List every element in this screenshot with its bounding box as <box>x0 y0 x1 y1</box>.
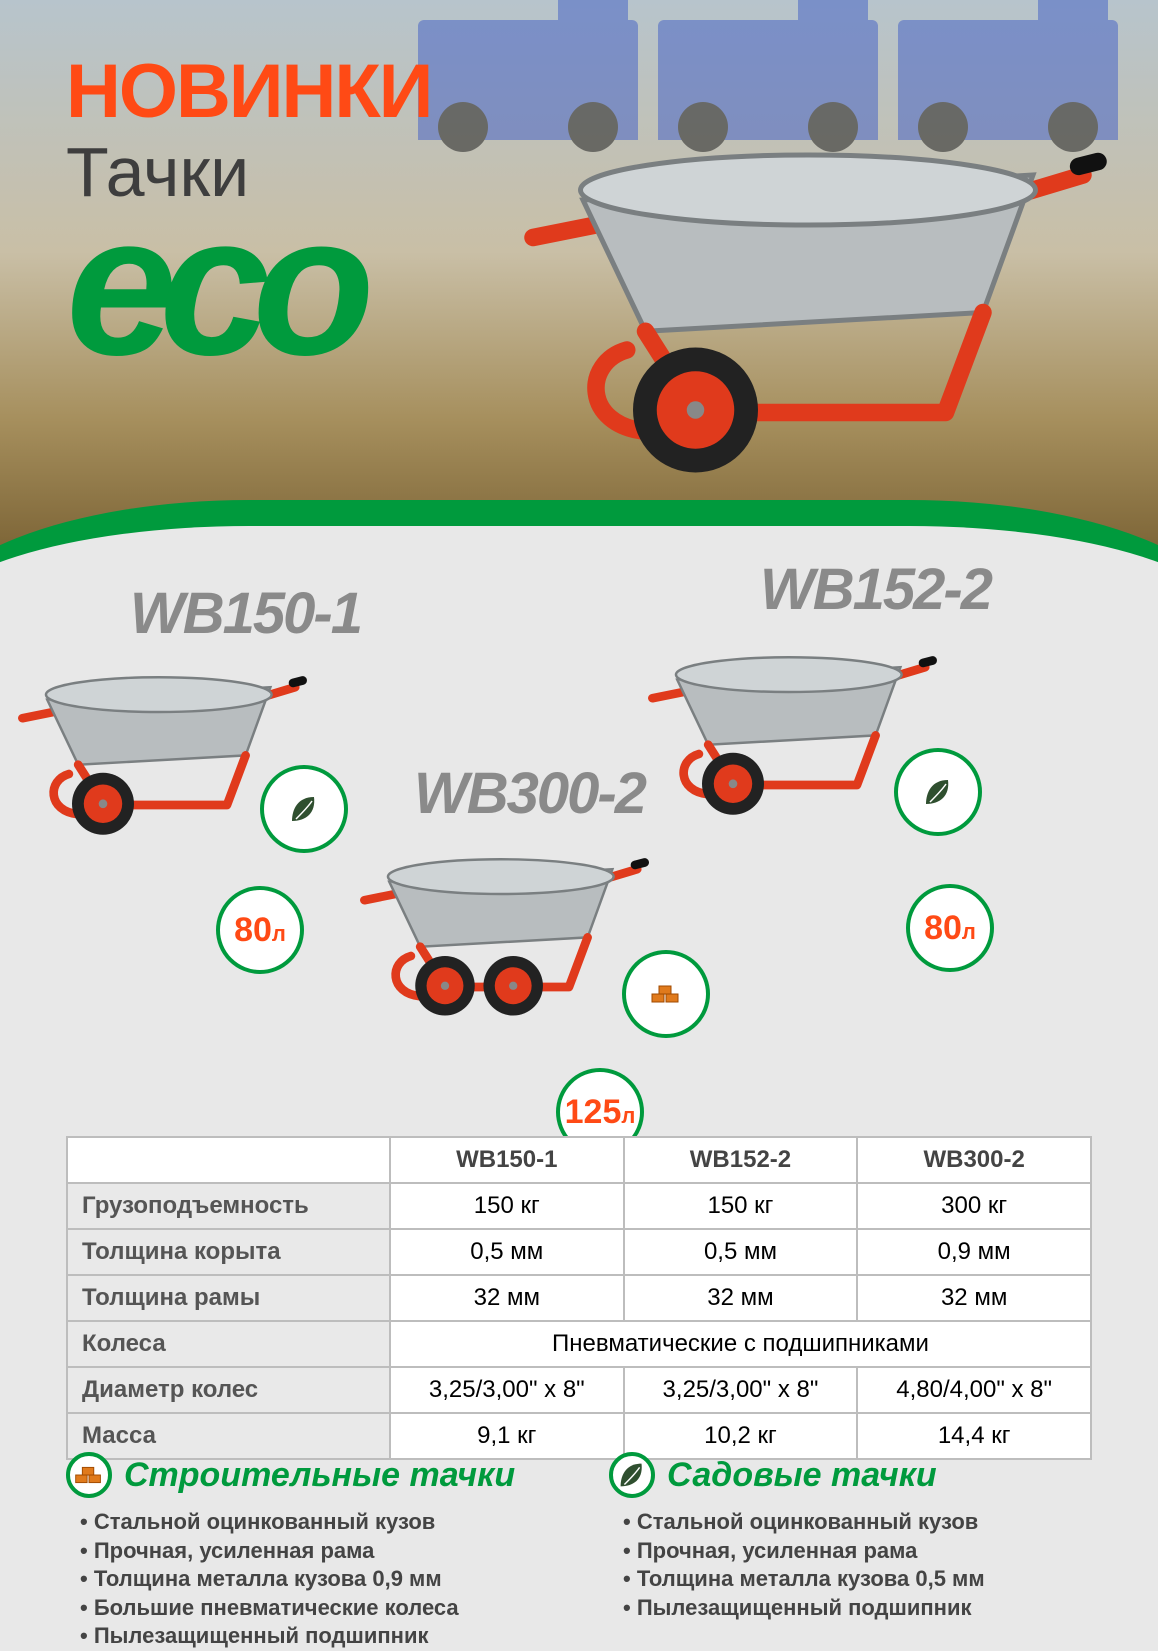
volume-value: 125 <box>565 1093 622 1131</box>
row-cell: 3,25/3,00" x 8" <box>390 1367 624 1413</box>
leaf-icon <box>894 748 982 836</box>
row-cell: 32 мм <box>390 1275 624 1321</box>
table-header: WB152-2 <box>624 1137 858 1183</box>
table-header <box>67 1137 390 1183</box>
row-cell: 300 кг <box>857 1183 1091 1229</box>
headline: НОВИНКИ Тачки eco <box>66 58 431 366</box>
volume-value: 80 <box>234 911 272 949</box>
row-label: Грузоподъемность <box>67 1183 390 1229</box>
feature-bullet: Толщина металла кузова 0,9 мм <box>80 1565 549 1594</box>
feature-title: Садовые тачки <box>667 1456 937 1495</box>
feature-bullet: Большие пневматические колеса <box>80 1594 549 1623</box>
row-cell: 150 кг <box>624 1183 858 1229</box>
feature-bullet: Стальной оцинкованный кузов <box>80 1508 549 1537</box>
feature-bullet: Пылезащищенный подшипник <box>80 1622 549 1651</box>
feature-blocks: Строительные тачки Стальной оцинкованный… <box>66 1452 1092 1651</box>
row-cell: 0,5 мм <box>390 1229 624 1275</box>
row-cell: 0,9 мм <box>857 1229 1091 1275</box>
feature-bullet: Стальной оцинкованный кузов <box>623 1508 1092 1537</box>
table-header: WB300-2 <box>857 1137 1091 1183</box>
feature-column: Садовые тачки Стальной оцинкованный кузо… <box>609 1452 1092 1651</box>
table-row: Толщина рамы32 мм32 мм32 мм <box>67 1275 1091 1321</box>
bricks-icon <box>622 950 710 1038</box>
row-cell: 3,25/3,00" x 8" <box>624 1367 858 1413</box>
row-cell: 4,80/4,00" x 8" <box>857 1367 1091 1413</box>
feature-bullet: Пылезащищенный подшипник <box>623 1594 1092 1623</box>
feature-column: Строительные тачки Стальной оцинкованный… <box>66 1452 549 1651</box>
hero-wheelbarrow <box>508 100 1128 480</box>
product-image <box>640 630 938 816</box>
volume-unit: л <box>962 919 976 944</box>
table-header: WB150-1 <box>390 1137 624 1183</box>
row-cell: 0,5 мм <box>624 1229 858 1275</box>
volume-badge: 80л <box>216 886 304 974</box>
table-row: Толщина корыта0,5 мм0,5 мм0,9 мм <box>67 1229 1091 1275</box>
product-grid: WB150-1 80лWB152-2 <box>0 550 1158 1170</box>
feature-title: Строительные тачки <box>124 1456 515 1495</box>
row-cell: 32 мм <box>857 1275 1091 1321</box>
table-row: Грузоподъемность150 кг150 кг300 кг <box>67 1183 1091 1229</box>
row-label: Толщина рамы <box>67 1275 390 1321</box>
feature-bullet: Толщина металла кузова 0,5 мм <box>623 1565 1092 1594</box>
leaf-icon <box>260 765 348 853</box>
row-label: Колеса <box>67 1321 390 1367</box>
model-label: WB300-2 <box>414 760 645 827</box>
feature-bullet: Прочная, усиленная рама <box>80 1537 549 1566</box>
bricks-icon <box>66 1452 112 1498</box>
row-span-value: Пневматические с подшипниками <box>390 1321 1091 1367</box>
table-row: Диаметр колес3,25/3,00" x 8"3,25/3,00" x… <box>67 1367 1091 1413</box>
product-image <box>352 832 650 1018</box>
feature-bullet: Прочная, усиленная рама <box>623 1537 1092 1566</box>
volume-unit: л <box>621 1103 635 1128</box>
leaf-icon <box>609 1452 655 1498</box>
brand-logo: eco <box>66 206 431 366</box>
row-cell: 32 мм <box>624 1275 858 1321</box>
model-label: WB152-2 <box>760 556 991 623</box>
volume-badge: 80л <box>906 884 994 972</box>
model-label: WB150-1 <box>130 580 361 647</box>
row-cell: 150 кг <box>390 1183 624 1229</box>
volume-value: 80 <box>924 909 962 947</box>
new-label: НОВИНКИ <box>66 58 431 126</box>
volume-unit: л <box>272 921 286 946</box>
spec-table: WB150-1WB152-2WB300-2Грузоподъемность150… <box>66 1136 1092 1460</box>
table-row: КолесаПневматические с подшипниками <box>67 1321 1091 1367</box>
row-label: Диаметр колес <box>67 1367 390 1413</box>
hero-background: НОВИНКИ Тачки eco <box>0 0 1158 560</box>
row-label: Толщина корыта <box>67 1229 390 1275</box>
